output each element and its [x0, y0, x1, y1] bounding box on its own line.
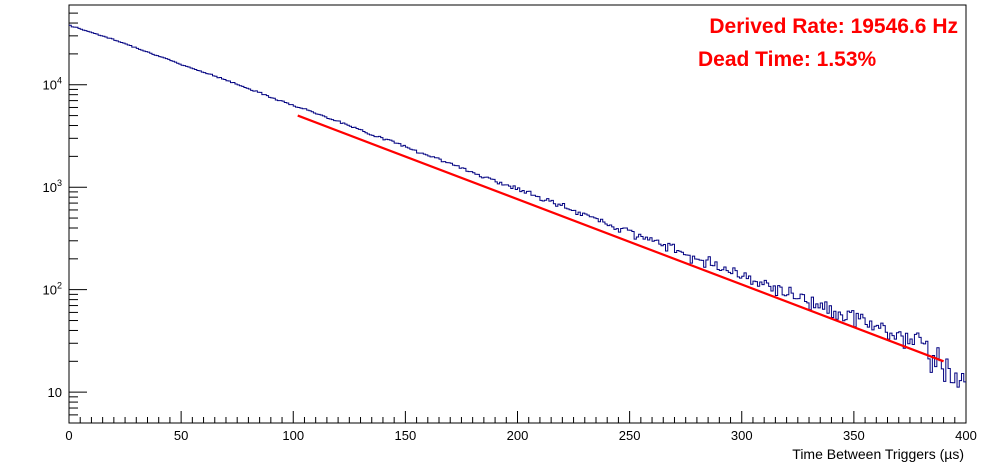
x-tick-label: 350: [843, 428, 865, 443]
x-tick-label: 200: [507, 428, 529, 443]
y-tick-label: 104: [43, 76, 62, 93]
y-axis: 10 102 103 104: [43, 4, 87, 424]
y-tick-label: 10: [48, 385, 62, 400]
x-tick-label: 150: [395, 428, 417, 443]
x-tick-label: 100: [282, 428, 304, 443]
x-tick-label: 400: [955, 428, 977, 443]
x-tick-label: 300: [731, 428, 753, 443]
x-tick-label: 250: [619, 428, 641, 443]
x-tick-label: 50: [174, 428, 188, 443]
x-axis-title: Time Between Triggers (µs): [792, 446, 964, 462]
y-tick-label: 102: [43, 281, 62, 298]
histogram-series: [69, 24, 966, 388]
x-axis: 0 50 100 150 200 250 300 350 400: [65, 411, 977, 443]
series-layer: [69, 24, 966, 388]
fit-line: [297, 114, 944, 363]
annotation-derived-rate: Derived Rate: 19546.6 Hz: [709, 15, 958, 38]
annotation-dead-time: Dead Time: 1.53%: [698, 48, 877, 71]
y-tick-label: 103: [43, 178, 62, 195]
x-tick-label: 0: [65, 428, 72, 443]
